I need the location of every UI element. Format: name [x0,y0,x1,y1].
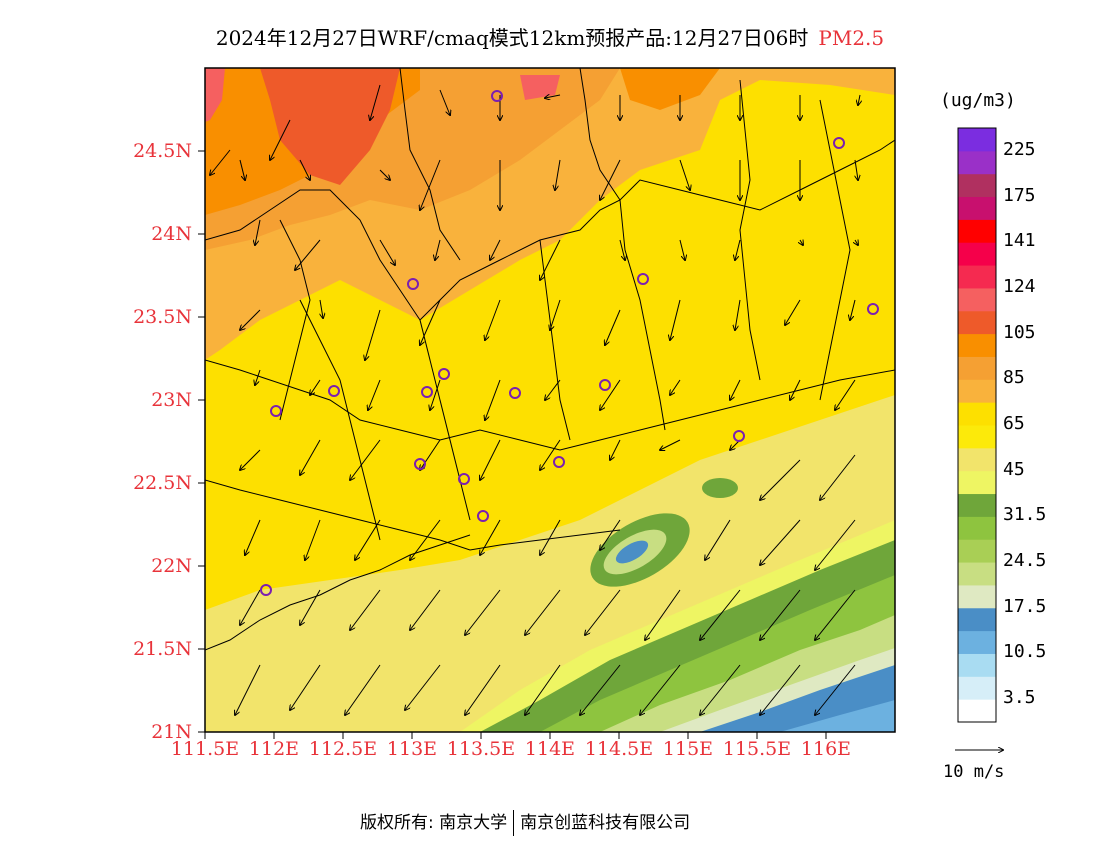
legend-label: 24.5 [1003,550,1047,572]
color-bar-segment [958,676,996,700]
legend-unit: (ug/m3) [940,90,1016,111]
color-bar-segment [958,150,996,175]
color-bar-segment [958,425,996,449]
title-main: 2024年12月27日WRF/cmaq模式12km预报产品:12月27日06时 [215,26,809,50]
lat-label: 23N [151,389,192,411]
lon-label: 116E [800,738,852,760]
legend-label: 141 [1003,230,1036,252]
color-bar-segment [958,333,996,357]
color-bar-segment [958,287,996,312]
color-bar [958,128,996,723]
wind-vectors [210,84,860,715]
footer-separator [513,810,515,836]
color-bar-segment [958,653,996,677]
boundaries [205,68,895,651]
color-bar-segment [958,242,996,266]
lat-label: 22N [151,555,192,577]
color-bar-segment [958,630,996,654]
color-bar-segment [958,379,996,403]
legend-label: 124 [1003,275,1036,297]
lat-label: 24N [151,223,192,245]
title-pollutant: PM2.5 [818,26,885,50]
lat-label: 21.5N [133,638,192,660]
color-bar-segment [958,173,996,198]
color-bar-segment [958,310,996,335]
color-bar-segment [958,584,996,609]
color-bar-segment [958,607,996,632]
footer: 版权所有: 南京大学 南京创蓝科技有限公司 [360,808,690,836]
color-bar-segment [958,562,996,586]
lat-label: 21N [151,721,192,743]
lon-label: 112E [248,738,300,760]
legend-label: 105 [1003,321,1036,343]
color-bar-segment [958,699,996,723]
axis-ticks [198,150,827,739]
legend-label: 3.5 [1003,687,1036,709]
footer-company: 南京创蓝科技有限公司 [520,813,691,833]
lat-label: 24.5N [133,140,192,162]
legend-label: 85 [1003,367,1025,389]
legend-label: 10.5 [1003,641,1047,663]
legend-label: 175 [1003,184,1036,206]
legend-label: 65 [1003,413,1025,434]
color-bar-segment [958,470,996,495]
lon-label: 115.5E [722,738,792,760]
color-bar-segment [958,447,996,472]
color-bar-segment [958,516,996,540]
legend-label: 45 [1003,458,1025,480]
footer-copyright: 版权所有: 南京大学 [360,813,508,833]
wind-reference-label: 10 m/s [943,762,1005,782]
lon-label: 114E [524,738,576,760]
legend-label: 225 [1003,138,1036,160]
color-bar-segment [958,539,996,563]
map-title: 2024年12月27日WRF/cmaq模式12km预报产品:12月27日06时 P… [0,22,1100,51]
color-bar-segment [958,402,996,426]
lon-label: 112.5E [308,738,378,760]
legend-label: 17.5 [1003,595,1047,617]
lat-label: 23.5N [133,306,192,328]
pm25-field [205,68,895,732]
lon-label: 113.5E [446,738,516,760]
station-markers [260,90,879,596]
color-bar-segment [958,196,996,220]
lon-label: 115E [662,738,714,760]
color-bar-segment [958,219,996,243]
legend-label: 31.5 [1003,504,1047,526]
lat-label: 22.5N [133,472,192,494]
color-bar-segment [958,356,996,380]
lon-label: 113E [386,738,438,760]
lon-label: 111.5E [170,738,240,760]
color-bar-segment [958,265,996,289]
color-bar-segment [958,128,996,152]
color-bar-frame [957,127,997,723]
color-bar-segment [958,493,996,517]
lon-label: 114.5E [584,738,654,760]
